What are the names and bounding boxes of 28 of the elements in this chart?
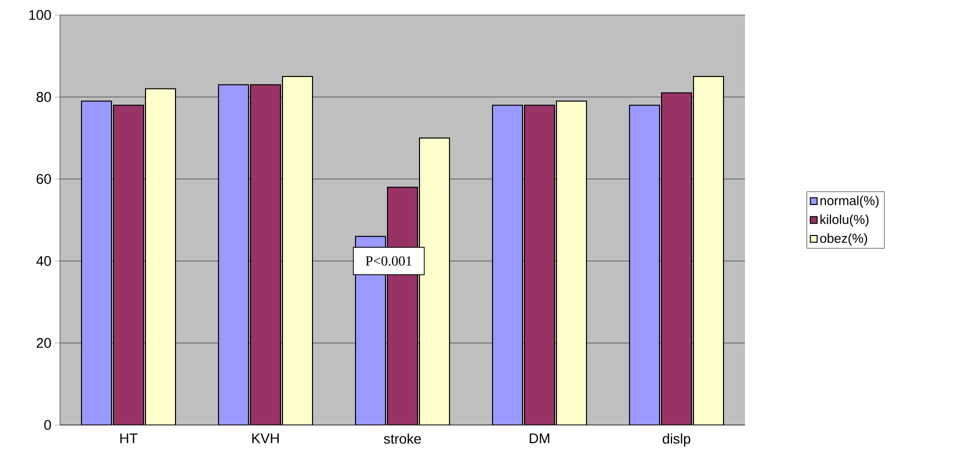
x-tick-label: KVH (252, 434, 279, 444)
y-tick-label: 20 (36, 338, 51, 348)
bar (693, 76, 724, 425)
bar (629, 104, 660, 425)
bar (250, 84, 280, 425)
y-tick-label: 100 (29, 10, 51, 20)
y-tick-label: 80 (36, 92, 51, 102)
x-tick-label: stroke (384, 434, 421, 444)
bar (419, 137, 450, 425)
bar (282, 76, 313, 425)
bar (113, 104, 144, 425)
y-tick-label: 60 (36, 174, 51, 184)
bar (661, 92, 692, 425)
legend-label: obez(%) (820, 233, 868, 246)
bar (218, 84, 248, 425)
x-tick-label: dislp (662, 434, 690, 446)
y-tick-label: 40 (36, 256, 51, 266)
bar (492, 104, 524, 425)
bar (81, 100, 112, 425)
bar (145, 88, 176, 425)
y-tick-label: 0 (44, 420, 51, 430)
annotation: P<0.001 (366, 256, 412, 266)
bar (556, 100, 588, 425)
legend-label: normal(%) (820, 196, 879, 208)
legend-label: kilolu(%) (820, 214, 868, 227)
bar (524, 104, 556, 425)
x-tick-label: DM (530, 434, 550, 444)
x-tick-label: HT (120, 434, 138, 444)
